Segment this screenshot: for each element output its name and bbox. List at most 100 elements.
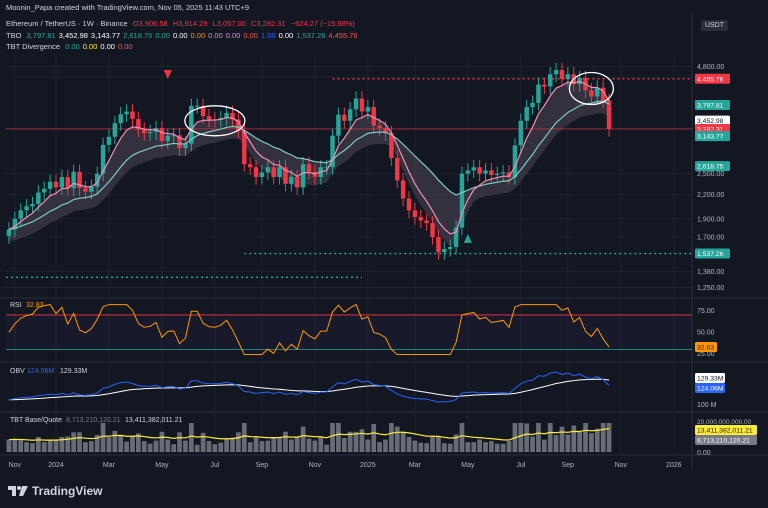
volume-bar <box>241 423 247 452</box>
price-tick-label: 1,380.00 <box>697 269 724 276</box>
tbo-value: 0.00 <box>208 31 223 40</box>
candle-body <box>600 87 606 101</box>
tbt-ma-value: 13,411,382,011.21 <box>125 417 182 424</box>
divergence-value: 0.00 <box>65 42 80 51</box>
candle-body <box>189 105 194 144</box>
candle-body <box>83 188 88 192</box>
tbo-value: 4,455.76 <box>328 31 358 40</box>
volume-bar <box>200 432 206 452</box>
candle-body <box>536 84 541 103</box>
candle-body <box>389 133 394 159</box>
volume-bar <box>218 442 224 452</box>
symbol-title: Ethereum / TetherUS · 1W · Binance <box>6 19 128 28</box>
tbo-value: 0.00 <box>225 31 241 40</box>
tbo-value: 1.00 <box>260 31 276 40</box>
price-badge <box>695 73 730 84</box>
tradingview-logo: TradingView <box>8 484 102 498</box>
volume-bar <box>594 428 600 452</box>
candle-body <box>130 111 135 119</box>
volume-bar <box>259 441 265 452</box>
volume-bar <box>336 423 341 452</box>
volume-bar <box>412 440 418 452</box>
time-tick-label: 2025 <box>360 462 376 469</box>
symbol-legend: Ethereum / TetherUS · 1W · Binance O3,90… <box>6 19 358 28</box>
tbo-value: 0.00 <box>155 31 170 40</box>
tbt-badge <box>695 435 757 445</box>
candle-body <box>124 111 129 115</box>
volume-bar <box>453 434 459 452</box>
volume-bar <box>294 436 300 452</box>
tbt-badge-label: 13,411,382,011.21 <box>697 428 753 435</box>
time-tick-label: Sep <box>256 462 269 469</box>
volume-bar <box>300 426 306 452</box>
candle-body <box>194 105 200 107</box>
volume-bar <box>500 443 506 452</box>
volume-bar <box>406 436 412 452</box>
candle-body <box>6 229 12 237</box>
price-tick-label: 4,800.00 <box>697 64 724 71</box>
tbo-value: 2,618.75 <box>123 31 153 40</box>
volume-bar <box>224 439 229 452</box>
volume-bar <box>77 432 82 452</box>
candle-body <box>230 112 235 120</box>
candle-body <box>224 112 229 118</box>
volume-bar <box>247 442 253 452</box>
candle-body <box>112 123 118 137</box>
candle-body <box>283 167 288 184</box>
time-tick-label: Nov <box>9 462 22 469</box>
candle-body <box>53 181 59 188</box>
volume-bar <box>130 436 135 452</box>
tbt-tick-label: 0.00 <box>697 450 711 457</box>
candle-body <box>412 210 418 218</box>
volume-bar <box>447 443 453 452</box>
volume-bar <box>318 436 324 452</box>
divergence-value: 0.00 <box>100 42 115 51</box>
volume-bar <box>547 423 553 452</box>
price-badge <box>695 161 730 172</box>
candle-body <box>77 171 82 189</box>
candle-body <box>100 144 106 174</box>
ohlc-close: C3,282.31 <box>251 19 286 28</box>
volume-bar <box>106 436 112 452</box>
volume-bar <box>359 429 365 452</box>
candle-body <box>565 74 571 79</box>
volume-bar <box>541 439 547 452</box>
volume-bar <box>553 435 559 452</box>
candle-body <box>559 70 565 79</box>
candle-body <box>236 119 241 132</box>
candle-body <box>436 237 441 253</box>
volume-bar <box>471 442 477 452</box>
candle-body <box>459 173 465 228</box>
volume-bar <box>12 438 18 452</box>
candle-body <box>247 164 253 168</box>
volume-bar <box>536 423 541 452</box>
candle-body <box>12 218 18 230</box>
candle-body <box>530 102 535 108</box>
volume-bar <box>324 444 330 452</box>
candle-body <box>277 167 282 178</box>
tbo-value: 0.00 <box>172 31 188 40</box>
candle-body <box>200 105 206 117</box>
price-badge <box>695 115 730 126</box>
time-tick-label: Mar <box>409 462 422 469</box>
ohlc-low: L3,057.00 <box>212 19 246 28</box>
volume-bar <box>112 430 118 452</box>
candle-body <box>142 129 147 134</box>
candle-body <box>506 172 512 178</box>
volume-ma-line <box>8 428 610 441</box>
volume-bar <box>530 436 535 452</box>
obv-badge <box>695 373 725 383</box>
price-tick-label: 1,900.00 <box>697 216 724 223</box>
volume-bar <box>136 433 141 452</box>
time-tick-label: Sep <box>562 462 575 469</box>
tbo-value: 0.00 <box>190 31 206 40</box>
volume-bar <box>24 442 29 452</box>
currency-button[interactable]: USDT <box>700 20 728 31</box>
volume-bar <box>430 436 435 452</box>
volume-bar <box>47 439 53 452</box>
tbo-value: 0.00 <box>278 31 294 40</box>
candle-body <box>336 114 341 136</box>
ohlc-open: O3,906.58 <box>132 19 168 28</box>
tbt-badge-label: 8,713,210,120.21 <box>697 438 750 445</box>
